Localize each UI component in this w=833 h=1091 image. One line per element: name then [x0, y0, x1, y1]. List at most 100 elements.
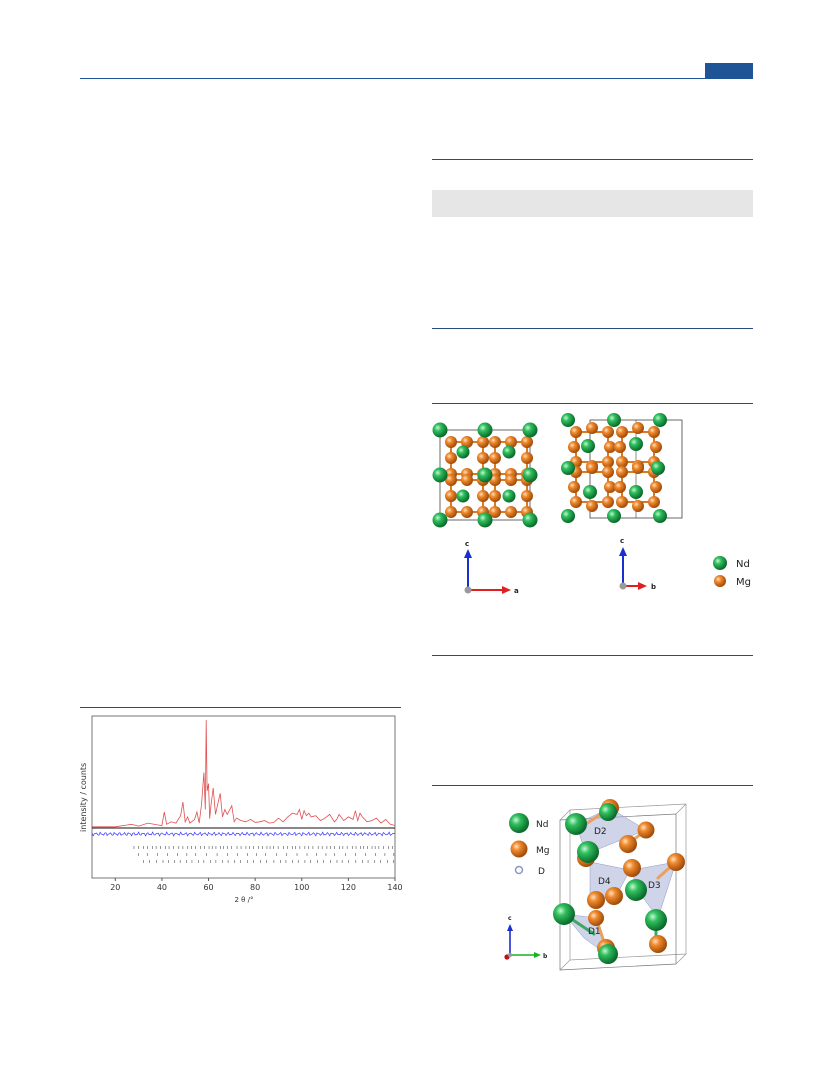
- x-tick-label: 120: [341, 883, 356, 892]
- legend-mg-swatch: [714, 575, 726, 587]
- nd-atom: [477, 422, 493, 438]
- nd-atom: [522, 467, 538, 483]
- legend-nd-swatch: [713, 556, 727, 570]
- nd-atom: [653, 509, 667, 523]
- legend-mg-label: Mg: [736, 577, 751, 588]
- deut-axis-c-label: c: [508, 915, 512, 922]
- nd-atom: [625, 879, 647, 901]
- legend-nd-label-2: Nd: [536, 820, 548, 830]
- legend-d-swatch: [514, 865, 524, 875]
- nd-atom: [522, 512, 538, 528]
- mg-atom: [570, 496, 582, 508]
- nd-atom: [645, 909, 667, 931]
- nd-atom: [629, 437, 643, 451]
- mg-atom: [505, 474, 517, 486]
- nd-atom: [477, 512, 493, 528]
- nd-atom: [599, 803, 617, 821]
- nd-atom: [456, 445, 470, 459]
- x-tick-label: 100: [294, 883, 309, 892]
- mg-atom: [602, 496, 614, 508]
- axis-triad-bc: c b: [619, 537, 656, 591]
- mg-atom: [477, 490, 489, 502]
- header-rule: [80, 78, 753, 79]
- mg-atom: [586, 462, 598, 474]
- table-header-shade: [432, 190, 753, 217]
- mg-atom: [489, 506, 501, 518]
- mg-atom: [667, 853, 685, 871]
- mg-atom: [461, 436, 473, 448]
- nd-atom: [577, 841, 599, 863]
- legend-mg-label-2: Mg: [536, 846, 549, 856]
- x-axis-ticks: 20 40 60 80 100 120 140: [110, 878, 403, 892]
- mg-atom: [604, 481, 616, 493]
- mg-atom: [489, 490, 501, 502]
- mg-atom: [461, 474, 473, 486]
- mg-atom: [623, 859, 641, 877]
- mg-atom: [521, 490, 533, 502]
- nd-atom: [477, 467, 493, 483]
- mg-atom: [605, 887, 623, 905]
- mg-atom: [616, 496, 628, 508]
- nd-atom: [565, 813, 587, 835]
- structure-view-ac: [432, 422, 538, 528]
- mg-atom: [632, 500, 644, 512]
- nd-atom: [561, 413, 575, 427]
- mg-atom: [461, 506, 473, 518]
- mg-atom: [602, 466, 614, 478]
- plot-top-rule: [80, 707, 401, 708]
- mg-atom: [477, 436, 489, 448]
- mg-atom: [602, 426, 614, 438]
- header-tab: [705, 63, 753, 79]
- nd-atom: [629, 485, 643, 499]
- mg-atom: [521, 452, 533, 464]
- mg-atom: [632, 422, 644, 434]
- site-d3-label: D3: [648, 881, 661, 891]
- mg-atom: [505, 436, 517, 448]
- nd-atom: [432, 422, 448, 438]
- axis-c-label-1: c: [465, 540, 469, 548]
- legend-d-label: D: [538, 867, 545, 877]
- site-d1-label: D1: [588, 927, 601, 937]
- legend-nd-swatch-2: [509, 813, 529, 833]
- deut-axis-b-label: b: [543, 953, 548, 960]
- mg-atom: [648, 496, 660, 508]
- table-top-rule: [432, 159, 753, 160]
- structure-figure: c a c b Nd Mg: [432, 413, 751, 595]
- mg-atom: [616, 456, 628, 468]
- deuteride-structure-figure: D2 D3 D4 D1 Nd Mg D c b: [504, 799, 687, 971]
- nd-atom: [502, 489, 516, 503]
- nd-atom: [502, 445, 516, 459]
- x-tick-label: 40: [157, 883, 167, 892]
- nd-atom: [583, 485, 597, 499]
- mg-atom: [568, 481, 580, 493]
- mg-atom: [649, 935, 667, 953]
- structure-view-bc: [561, 413, 683, 523]
- structure-legend: Nd Mg: [713, 556, 751, 588]
- mg-atom: [587, 891, 605, 909]
- axis-a-label: a: [514, 587, 519, 595]
- nd-atom: [553, 903, 575, 925]
- mg-atom: [521, 436, 533, 448]
- mg-atom: [616, 426, 628, 438]
- diffraction-plot: 20 40 60 80 100 120 140 intensity / counts 2 θ…: [79, 715, 403, 904]
- mg-atom: [489, 452, 501, 464]
- x-tick-label: 60: [203, 883, 213, 892]
- nd-atom: [561, 461, 575, 475]
- x-tick-label: 140: [387, 883, 402, 892]
- legend-nd-label: Nd: [736, 559, 750, 570]
- mg-atom: [602, 456, 614, 468]
- plot-xlabel: 2 θ /°: [234, 896, 253, 904]
- nd-atom: [598, 944, 618, 964]
- mg-atom: [568, 441, 580, 453]
- axis-b-label: b: [651, 583, 656, 591]
- nd-atom: [651, 461, 665, 475]
- mg-atom: [614, 441, 626, 453]
- mg-atom: [650, 441, 662, 453]
- mg-atom: [586, 500, 598, 512]
- mg-atom: [445, 490, 457, 502]
- site-d2-label: D2: [594, 827, 607, 837]
- legend-mg-swatch-2: [510, 840, 528, 858]
- mg-atom: [445, 452, 457, 464]
- mg-atom: [586, 422, 598, 434]
- x-tick-label: 20: [110, 883, 120, 892]
